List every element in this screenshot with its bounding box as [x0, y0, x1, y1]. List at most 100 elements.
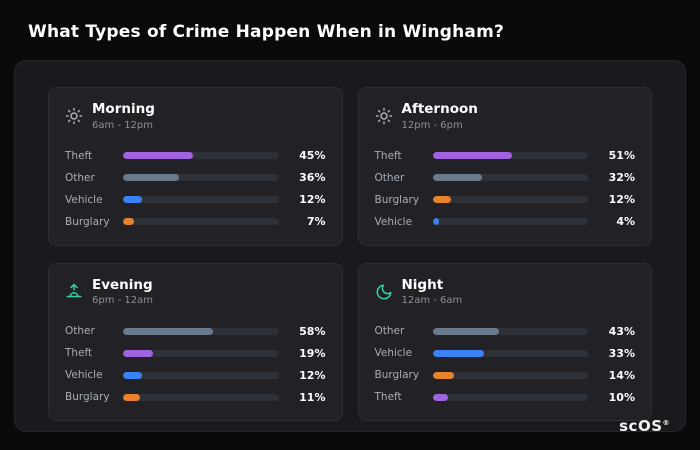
bar-label: Burglary [65, 391, 110, 404]
bar-chart: Theft 51% Other 32% Burglary 12% Vehicle… [375, 145, 636, 235]
bar-row: Theft 10% [375, 386, 636, 408]
card-title: Morning [92, 101, 155, 117]
bar-value: 7% [306, 215, 326, 229]
bar-track [432, 196, 588, 204]
sun-icon [375, 107, 393, 125]
bar-row: Vehicle 12% [65, 189, 326, 211]
bar-label: Vehicle [374, 215, 413, 228]
bar-fill [432, 218, 439, 226]
page-title: What Types of Crime Happen When in Wingh… [28, 22, 505, 42]
card-title: Afternoon [401, 101, 478, 117]
bar-fill [123, 152, 193, 160]
card-header: Night 12am - 6am [375, 276, 636, 307]
bar-row: Other 36% [65, 167, 326, 189]
bar-label: Other [65, 171, 95, 184]
bar-label: Burglary [374, 369, 420, 382]
bar-label: Vehicle [65, 369, 103, 382]
bar-label: Other [374, 171, 405, 184]
moon-icon [375, 283, 393, 301]
bar-row: Vehicle 33% [375, 342, 636, 364]
bar-track [123, 327, 279, 335]
bar-fill [123, 349, 153, 357]
bar-label: Vehicle [374, 347, 413, 360]
bar-value: 51% [608, 149, 635, 163]
bar-track [432, 152, 588, 160]
bar-value: 33% [608, 346, 635, 360]
bar-label: Theft [374, 149, 402, 162]
bar-row: Burglary 11% [65, 386, 326, 408]
bar-value: 14% [608, 368, 635, 382]
sunset-icon [65, 283, 83, 301]
registered-mark: ® [662, 419, 670, 427]
bar-track [432, 174, 588, 182]
bar-row: Burglary 12% [375, 189, 636, 211]
card-subtitle: 12pm - 6pm [401, 119, 463, 131]
bar-value: 4% [616, 215, 635, 229]
card-header: Afternoon 12pm - 6pm [375, 101, 636, 131]
card-subtitle: 12am - 6am [401, 295, 463, 307]
card-title: Evening [92, 276, 153, 293]
bar-label: Other [65, 325, 95, 338]
bar-label: Burglary [374, 193, 420, 206]
card-title: Night [401, 276, 444, 293]
bar-value: 10% [608, 390, 635, 404]
bar-row: Vehicle 4% [375, 211, 636, 233]
bar-label: Theft [374, 391, 402, 404]
bar-fill [432, 393, 449, 401]
bar-value: 43% [608, 324, 635, 338]
bar-track [432, 371, 588, 379]
bar-row: Burglary 14% [375, 364, 636, 386]
bar-track [432, 327, 588, 335]
bar-value: 12% [299, 193, 326, 207]
bar-label: Vehicle [65, 193, 103, 206]
bar-row: Vehicle 12% [65, 364, 326, 386]
bar-fill [123, 393, 141, 401]
morning-card: Morning 6am - 12pm Theft 45% Other 36% V… [48, 87, 343, 246]
bar-value: 45% [299, 149, 326, 163]
night-card: Night 12am - 6am Other 43% Vehicle 33% B… [357, 262, 652, 422]
brand-text: scOS [619, 417, 663, 435]
bar-fill [123, 196, 142, 204]
bar-track [123, 371, 279, 379]
bar-fill [123, 371, 142, 379]
bar-track [123, 196, 279, 204]
bar-fill [123, 218, 134, 226]
bar-fill [432, 349, 484, 357]
bar-row: Other 58% [65, 320, 326, 342]
bar-fill [123, 327, 214, 335]
bar-row: Burglary 7% [65, 211, 326, 233]
bar-label: Other [374, 325, 405, 338]
card-subtitle: 6am - 12pm [92, 119, 154, 131]
bar-chart: Theft 45% Other 36% Vehicle 12% Burglary… [65, 145, 326, 235]
bar-fill [432, 174, 483, 182]
bar-label: Theft [65, 347, 93, 360]
bar-chart: Other 43% Vehicle 33% Burglary 14% Theft… [375, 320, 636, 410]
bar-value: 36% [299, 171, 326, 185]
sun-icon [65, 107, 83, 125]
bar-value: 11% [299, 390, 326, 404]
bar-fill [432, 371, 455, 379]
bar-row: Theft 19% [65, 342, 326, 364]
bar-row: Theft 45% [65, 145, 326, 167]
bar-value: 58% [299, 324, 326, 338]
bar-fill [123, 174, 179, 182]
card-header: Evening 6pm - 12am [65, 276, 326, 306]
bar-track [123, 393, 279, 401]
bar-track [432, 393, 588, 401]
bar-row: Other 32% [375, 167, 636, 189]
bar-row: Theft 51% [375, 145, 636, 167]
evening-card: Evening 6pm - 12am Other 58% Theft 19% V… [48, 262, 343, 422]
brand-logo: scOS® [619, 417, 670, 435]
bar-track [432, 349, 588, 357]
bar-track [432, 218, 588, 226]
bar-row: Other 43% [375, 320, 636, 342]
bar-track [123, 218, 279, 226]
bar-value: 12% [299, 368, 326, 382]
bar-value: 19% [299, 346, 326, 360]
bar-track [123, 349, 279, 357]
bar-value: 12% [608, 193, 635, 207]
bar-fill [432, 196, 452, 204]
crime-times-panel: Morning 6am - 12pm Theft 45% Other 36% V… [14, 60, 686, 432]
bar-chart: Other 58% Theft 19% Vehicle 12% Burglary… [65, 320, 326, 410]
bar-label: Theft [65, 149, 93, 162]
